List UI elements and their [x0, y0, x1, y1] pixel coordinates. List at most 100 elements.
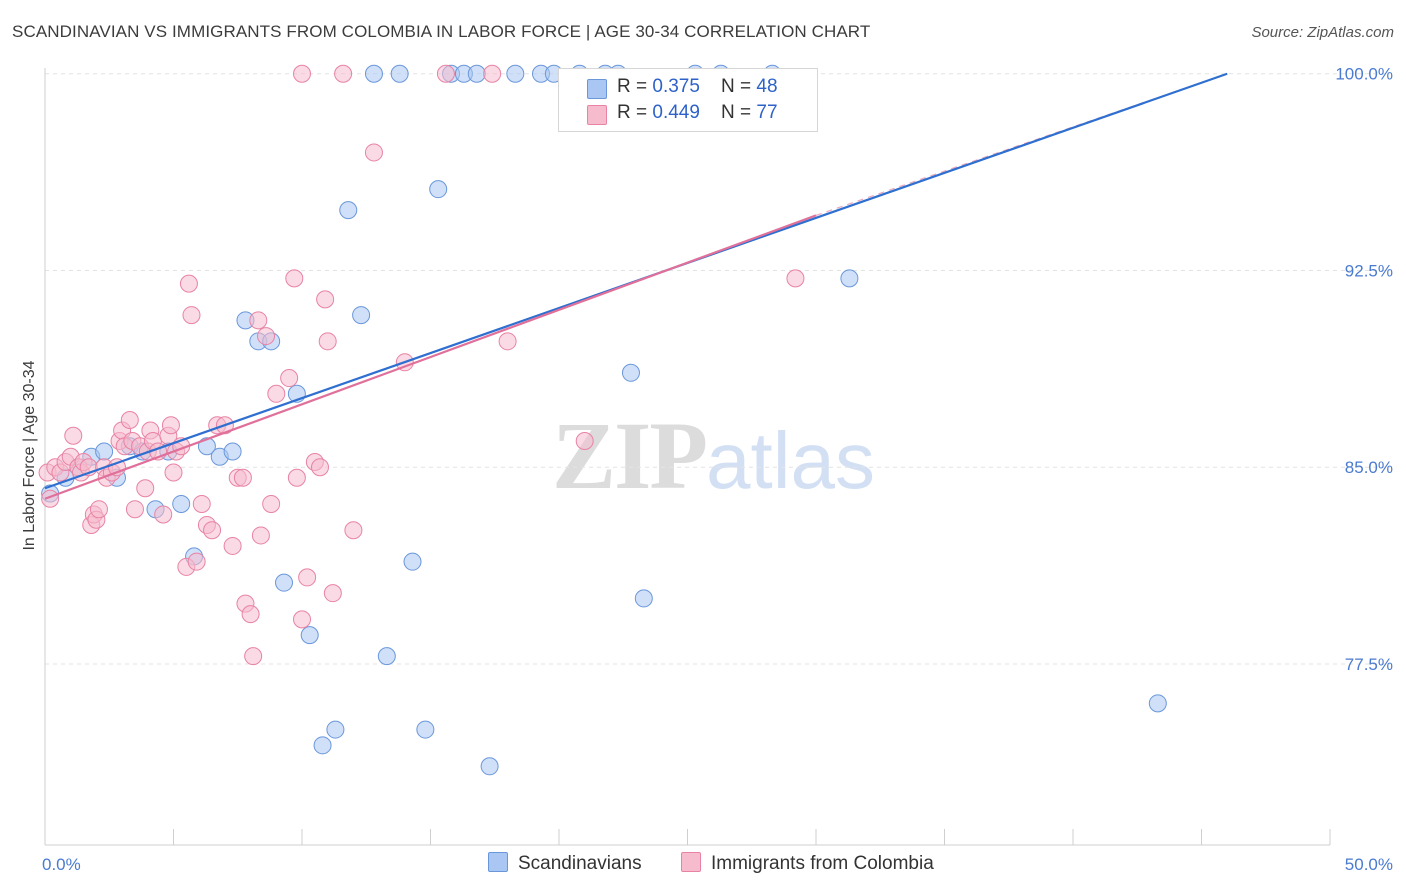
data-point — [223, 536, 242, 555]
legend-n-label: N = — [721, 102, 757, 123]
data-point — [390, 64, 409, 83]
data-points — [38, 64, 1167, 776]
legend: R = 0.375 N = 48 R = 0.449 N = 77 — [558, 68, 818, 132]
data-point — [244, 647, 263, 666]
data-point — [120, 411, 139, 430]
legend-r-label: R = — [617, 76, 653, 97]
data-point — [506, 64, 525, 83]
data-point — [251, 526, 270, 545]
data-point — [257, 327, 276, 346]
axis-labels: 77.5% 85.0% 92.5% 100.0% 0.0% 50.0% In Labor F… — [21, 65, 1393, 874]
data-point — [233, 468, 252, 487]
data-point — [136, 479, 155, 498]
data-point — [326, 720, 345, 739]
y-axis-title: In Labor Force | Age 30-34 — [21, 360, 38, 550]
data-point — [262, 494, 281, 513]
bottom-legend-scandinavians: Scandinavians — [488, 852, 642, 875]
data-point — [182, 306, 201, 325]
data-point — [187, 552, 206, 571]
data-point — [429, 180, 448, 199]
y-tick-label: 85.0% — [1345, 458, 1393, 477]
bottom-legend-label: Immigrants from Colombia — [711, 853, 934, 874]
data-point — [249, 311, 268, 330]
legend-r-label: R = — [617, 102, 653, 123]
data-point — [344, 521, 363, 540]
data-point — [786, 269, 805, 288]
trend-lines — [44, 72, 1228, 500]
legend-n-value: 48 — [756, 76, 778, 97]
data-point — [179, 274, 198, 293]
x-tick-label-start: 0.0% — [42, 855, 81, 874]
y-tick-label: 77.5% — [1345, 655, 1393, 674]
data-point — [192, 494, 211, 513]
data-point — [364, 64, 383, 83]
x-tick-label-end: 50.0% — [1345, 855, 1393, 874]
y-tick-label: 92.5% — [1345, 261, 1393, 280]
axes — [44, 68, 1331, 846]
data-point — [1148, 694, 1167, 713]
data-point — [164, 463, 183, 482]
legend-swatch-colombia — [587, 105, 607, 125]
data-point — [403, 552, 422, 571]
legend-swatch-scandinavians — [587, 79, 607, 99]
data-point — [334, 64, 353, 83]
data-point — [480, 757, 499, 776]
series-colombia — [38, 64, 805, 666]
data-point — [436, 64, 455, 83]
data-point — [310, 458, 329, 477]
data-point — [313, 736, 332, 755]
trend-line-colombia — [44, 214, 817, 500]
legend-r-value: 0.375 — [652, 76, 700, 97]
data-point — [840, 269, 859, 288]
data-point — [377, 647, 396, 666]
data-point — [161, 416, 180, 435]
data-point — [172, 494, 191, 513]
data-point — [203, 521, 222, 540]
bottom-legend-label: Scandinavians — [518, 853, 642, 874]
bottom-legend-colombia: Immigrants from Colombia — [681, 852, 934, 875]
data-point — [634, 589, 653, 608]
data-point — [267, 384, 286, 403]
data-point — [298, 568, 317, 587]
legend-n-label: N = — [721, 76, 757, 97]
data-point — [275, 573, 294, 592]
data-point — [89, 500, 108, 519]
chart-title: SCANDINAVIAN VS IMMIGRANTS FROM COLOMBIA… — [12, 22, 871, 41]
legend-r-value: 0.449 — [652, 102, 700, 123]
data-point — [287, 468, 306, 487]
watermark-atlas: atlas — [706, 416, 876, 505]
data-point — [364, 143, 383, 162]
data-point — [621, 363, 640, 382]
data-point — [483, 64, 502, 83]
data-point — [575, 432, 594, 451]
data-point — [64, 426, 83, 445]
grid-lines — [45, 73, 1390, 665]
data-point — [125, 500, 144, 519]
data-point — [241, 605, 260, 624]
data-point — [339, 201, 358, 220]
source-label: Source: ZipAtlas.com — [1251, 24, 1394, 41]
data-point — [280, 369, 299, 388]
data-point — [316, 290, 335, 309]
data-point — [223, 442, 242, 461]
bottom-legend-swatch-colombia — [681, 852, 701, 872]
data-point — [41, 489, 60, 508]
data-point — [197, 437, 216, 456]
data-point — [300, 626, 319, 645]
data-point — [323, 584, 342, 603]
data-point — [467, 64, 486, 83]
watermark: ZIPatlas — [552, 400, 875, 511]
bottom-legend-swatch-scandinavians — [488, 852, 508, 872]
data-point — [498, 332, 517, 351]
data-point — [285, 269, 304, 288]
data-point — [352, 306, 371, 325]
data-point — [293, 64, 311, 83]
data-point — [293, 610, 311, 629]
data-point — [154, 505, 173, 524]
data-point — [95, 442, 114, 461]
watermark-zip: ZIP — [552, 402, 708, 509]
data-point — [318, 332, 337, 351]
legend-n-value: 77 — [756, 102, 778, 123]
data-point — [416, 720, 435, 739]
